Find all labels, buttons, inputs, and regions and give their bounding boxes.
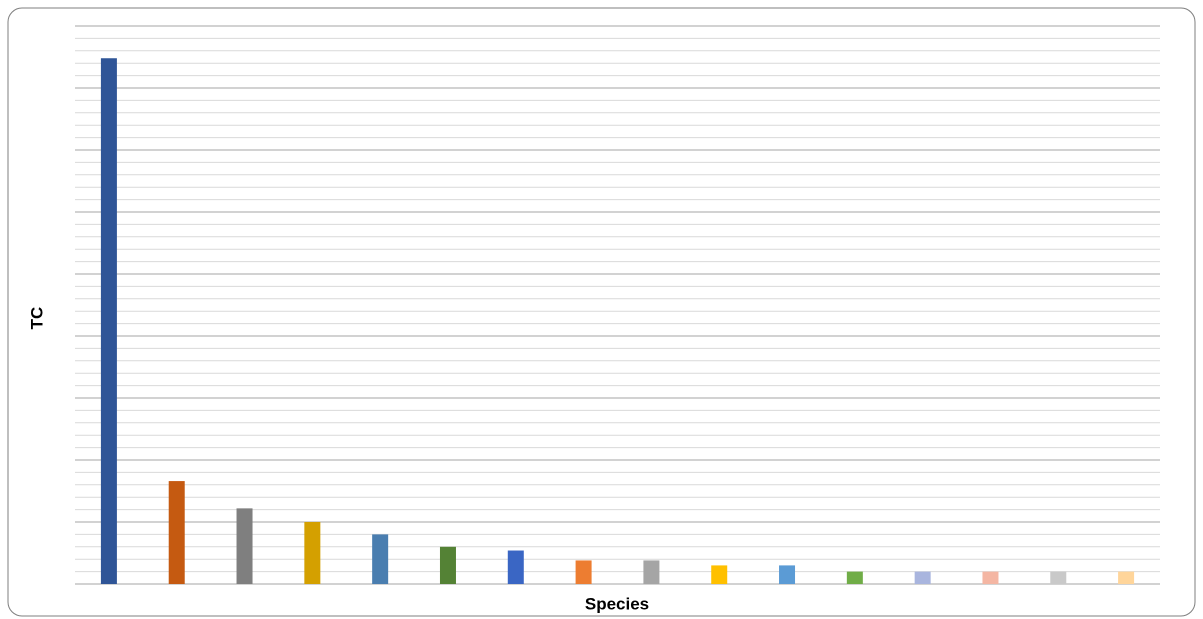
bar <box>1118 571 1135 584</box>
bar <box>643 560 660 584</box>
bar <box>100 58 117 585</box>
bar <box>779 565 796 584</box>
bar <box>711 565 728 584</box>
x-axis-label: Species <box>585 594 649 613</box>
bar <box>575 560 592 584</box>
bar <box>507 550 524 584</box>
bar <box>168 481 185 584</box>
bar <box>372 534 389 584</box>
bar <box>236 508 253 584</box>
bar <box>846 571 863 584</box>
chart-frame <box>7 7 1196 617</box>
bar <box>304 522 321 584</box>
bar <box>982 571 999 584</box>
bar <box>439 546 456 584</box>
y-axis-label: TC <box>27 307 46 330</box>
bar <box>1050 571 1067 584</box>
bar <box>914 571 931 584</box>
